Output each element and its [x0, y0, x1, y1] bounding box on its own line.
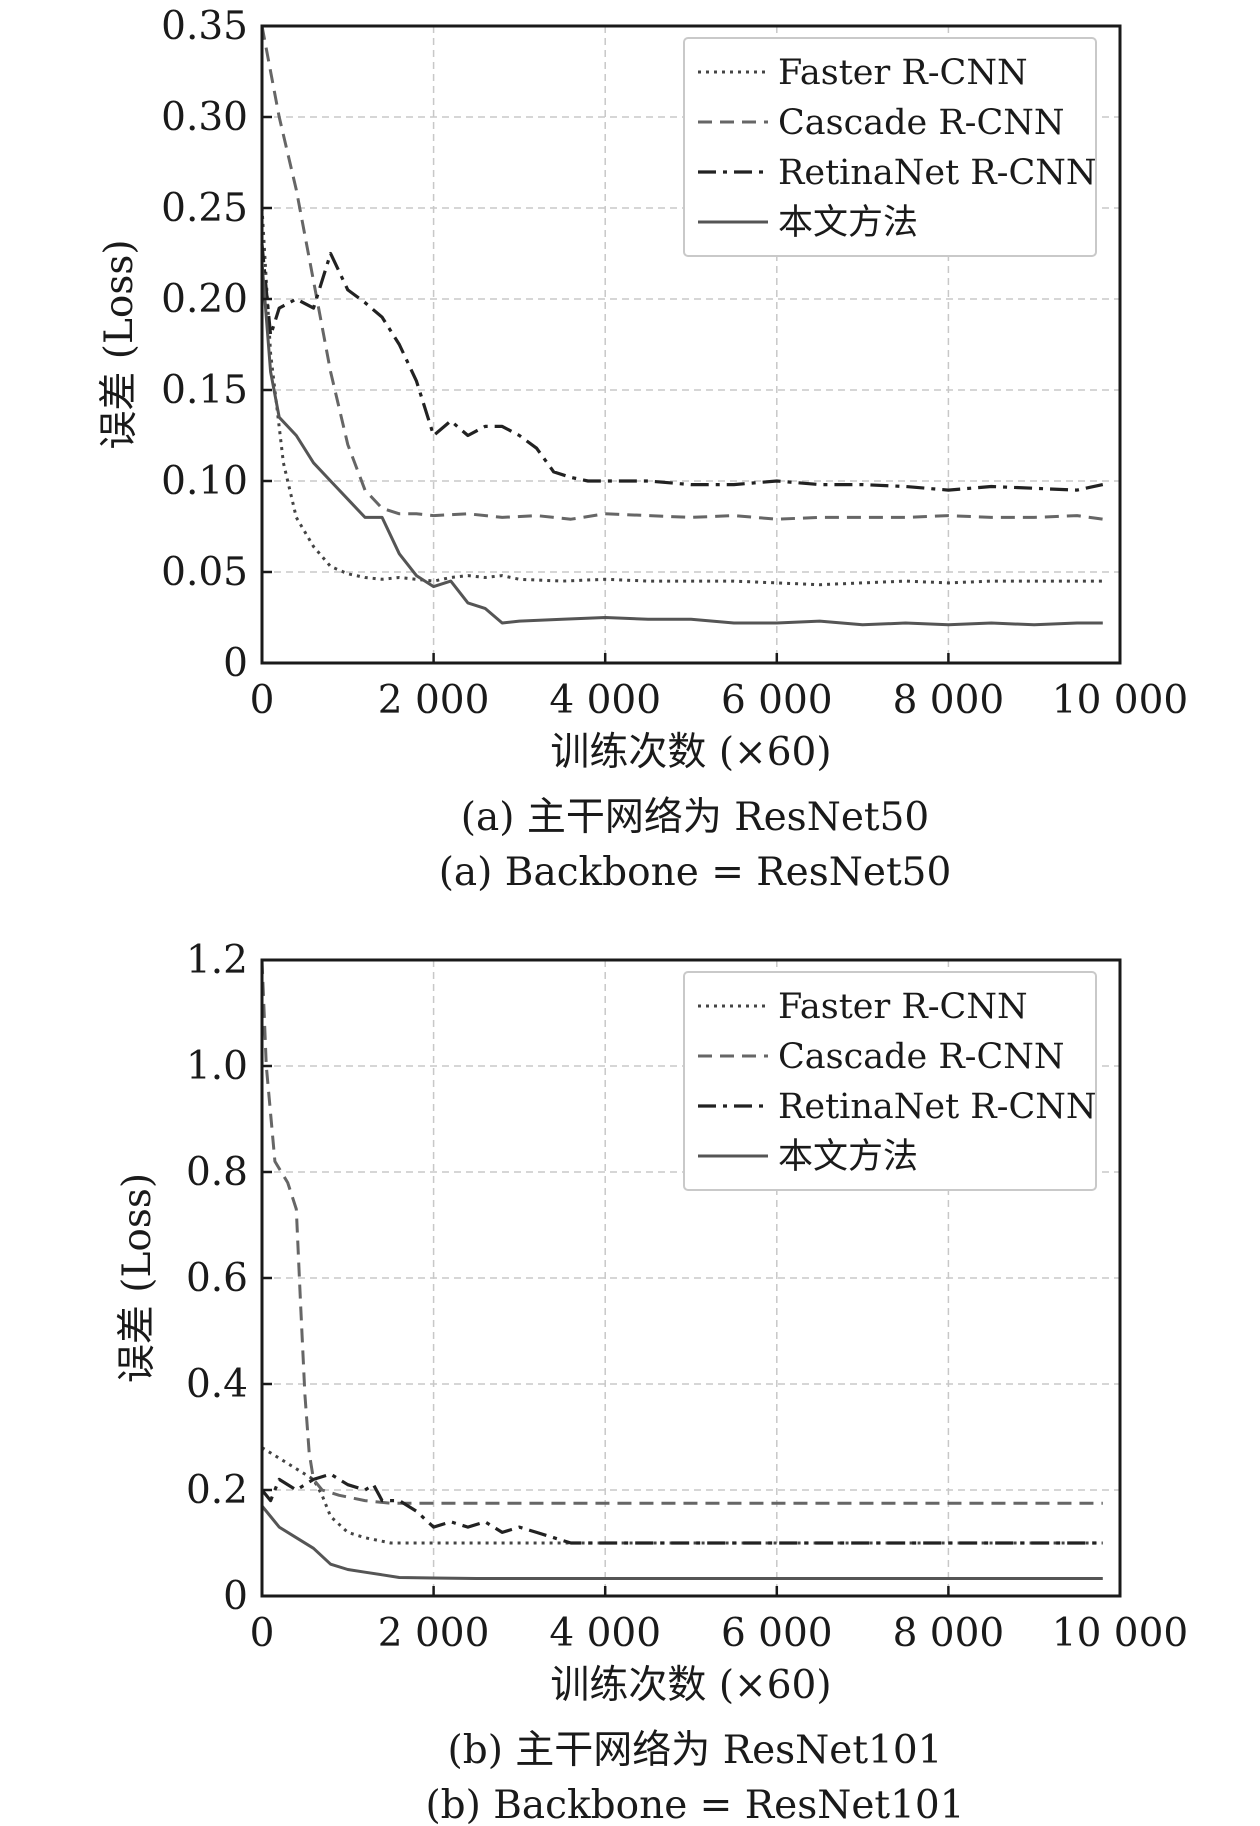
- series-line-3: [260, 244, 1104, 492]
- legend-box: [683, 37, 1097, 257]
- caption-en: (a) Backbone = ResNet50: [439, 850, 952, 895]
- legend-label-2: Cascade R-CNN: [778, 1037, 1065, 1077]
- series-line-4: [260, 262, 1103, 627]
- series-line-4: [260, 1504, 1103, 1580]
- caption-en: (b) Backbone = ResNet101: [425, 1783, 964, 1826]
- plot-frame: [260, 24, 1122, 665]
- x-axis-title: 训练次数 (×60): [550, 730, 831, 775]
- caption-cn: (a) 主干网络为 ResNet50: [461, 795, 929, 840]
- chart-a: 0 2 000 4 000 6 000 8 000 10 000 0 0.05 0.10 0.15…: [97, 4, 1188, 895]
- y-tick-label: 0: [223, 1574, 248, 1619]
- legend-label-3: RetinaNet R-CNN: [778, 1087, 1096, 1127]
- series-line-1: [260, 207, 1103, 587]
- y-tick-label: 0.10: [161, 459, 248, 504]
- legend-label-4: 本文方法: [778, 1137, 918, 1177]
- legend-label-1: Faster R-CNN: [778, 987, 1028, 1027]
- x-tick-label: 4 000: [549, 678, 661, 723]
- x-tick-label: 8 000: [893, 1611, 1005, 1656]
- x-tick-label: 10 000: [1052, 1611, 1188, 1656]
- legend-box: [683, 971, 1097, 1191]
- legend-label-1: Faster R-CNN: [778, 53, 1028, 93]
- y-tick-label: 0.4: [186, 1362, 248, 1407]
- y-axis-title: 误差 (Loss): [97, 239, 142, 449]
- caption-cn: (b) 主干网络为 ResNet101: [448, 1728, 943, 1773]
- series-line-2: [260, 959, 1103, 1505]
- y-tick-label: 0: [223, 641, 248, 686]
- x-tick-label: 8 000: [893, 678, 1005, 723]
- y-tick-label: 0.15: [161, 368, 248, 413]
- y-tick-label: 0.6: [186, 1256, 248, 1301]
- x-tick-label: 6 000: [721, 678, 833, 723]
- y-axis-title: 误差 (Loss): [115, 1173, 160, 1383]
- y-tick-label: 0.25: [161, 186, 248, 231]
- legend-label-3: RetinaNet R-CNN: [778, 153, 1096, 193]
- y-tick-label: 0.2: [186, 1468, 248, 1513]
- series-line-2: [260, 25, 1104, 521]
- x-tick-label: 2 000: [378, 678, 490, 723]
- y-tick-label: 0.8: [186, 1150, 248, 1195]
- x-axis-title: 训练次数 (×60): [550, 1663, 831, 1708]
- legend-label-4: 本文方法: [778, 203, 918, 243]
- x-tick-label: 2 000: [378, 1611, 490, 1656]
- series-line-1: [261, 1446, 1103, 1545]
- legend: Faster R-CNN Cascade R-CNN RetinaNet R-CNN…: [683, 971, 1097, 1191]
- series-line-3: [260, 1472, 1103, 1545]
- x-tick-label: 0: [250, 1611, 275, 1656]
- x-tick-label: 6 000: [721, 1611, 833, 1656]
- legend-label-2: Cascade R-CNN: [778, 103, 1065, 143]
- y-tick-label: 0.35: [161, 4, 248, 49]
- y-tick-label: 1.0: [186, 1044, 248, 1089]
- chart-b: 0 2 000 4 000 6 000 8 000 10 000 0 0.2 0.4 0.6 0.8…: [115, 938, 1188, 1826]
- y-tick-label: 0.20: [161, 277, 248, 322]
- x-tick-label: 10 000: [1052, 678, 1188, 723]
- y-tick-label: 0.30: [161, 95, 248, 140]
- y-tick-label: 0.05: [161, 550, 248, 595]
- legend: Faster R-CNN Cascade R-CNN RetinaNet R-CNN…: [683, 37, 1097, 257]
- y-tick-label: 1.2: [186, 938, 248, 983]
- x-tick-label: 4 000: [549, 1611, 661, 1656]
- x-tick-label: 0: [250, 678, 275, 723]
